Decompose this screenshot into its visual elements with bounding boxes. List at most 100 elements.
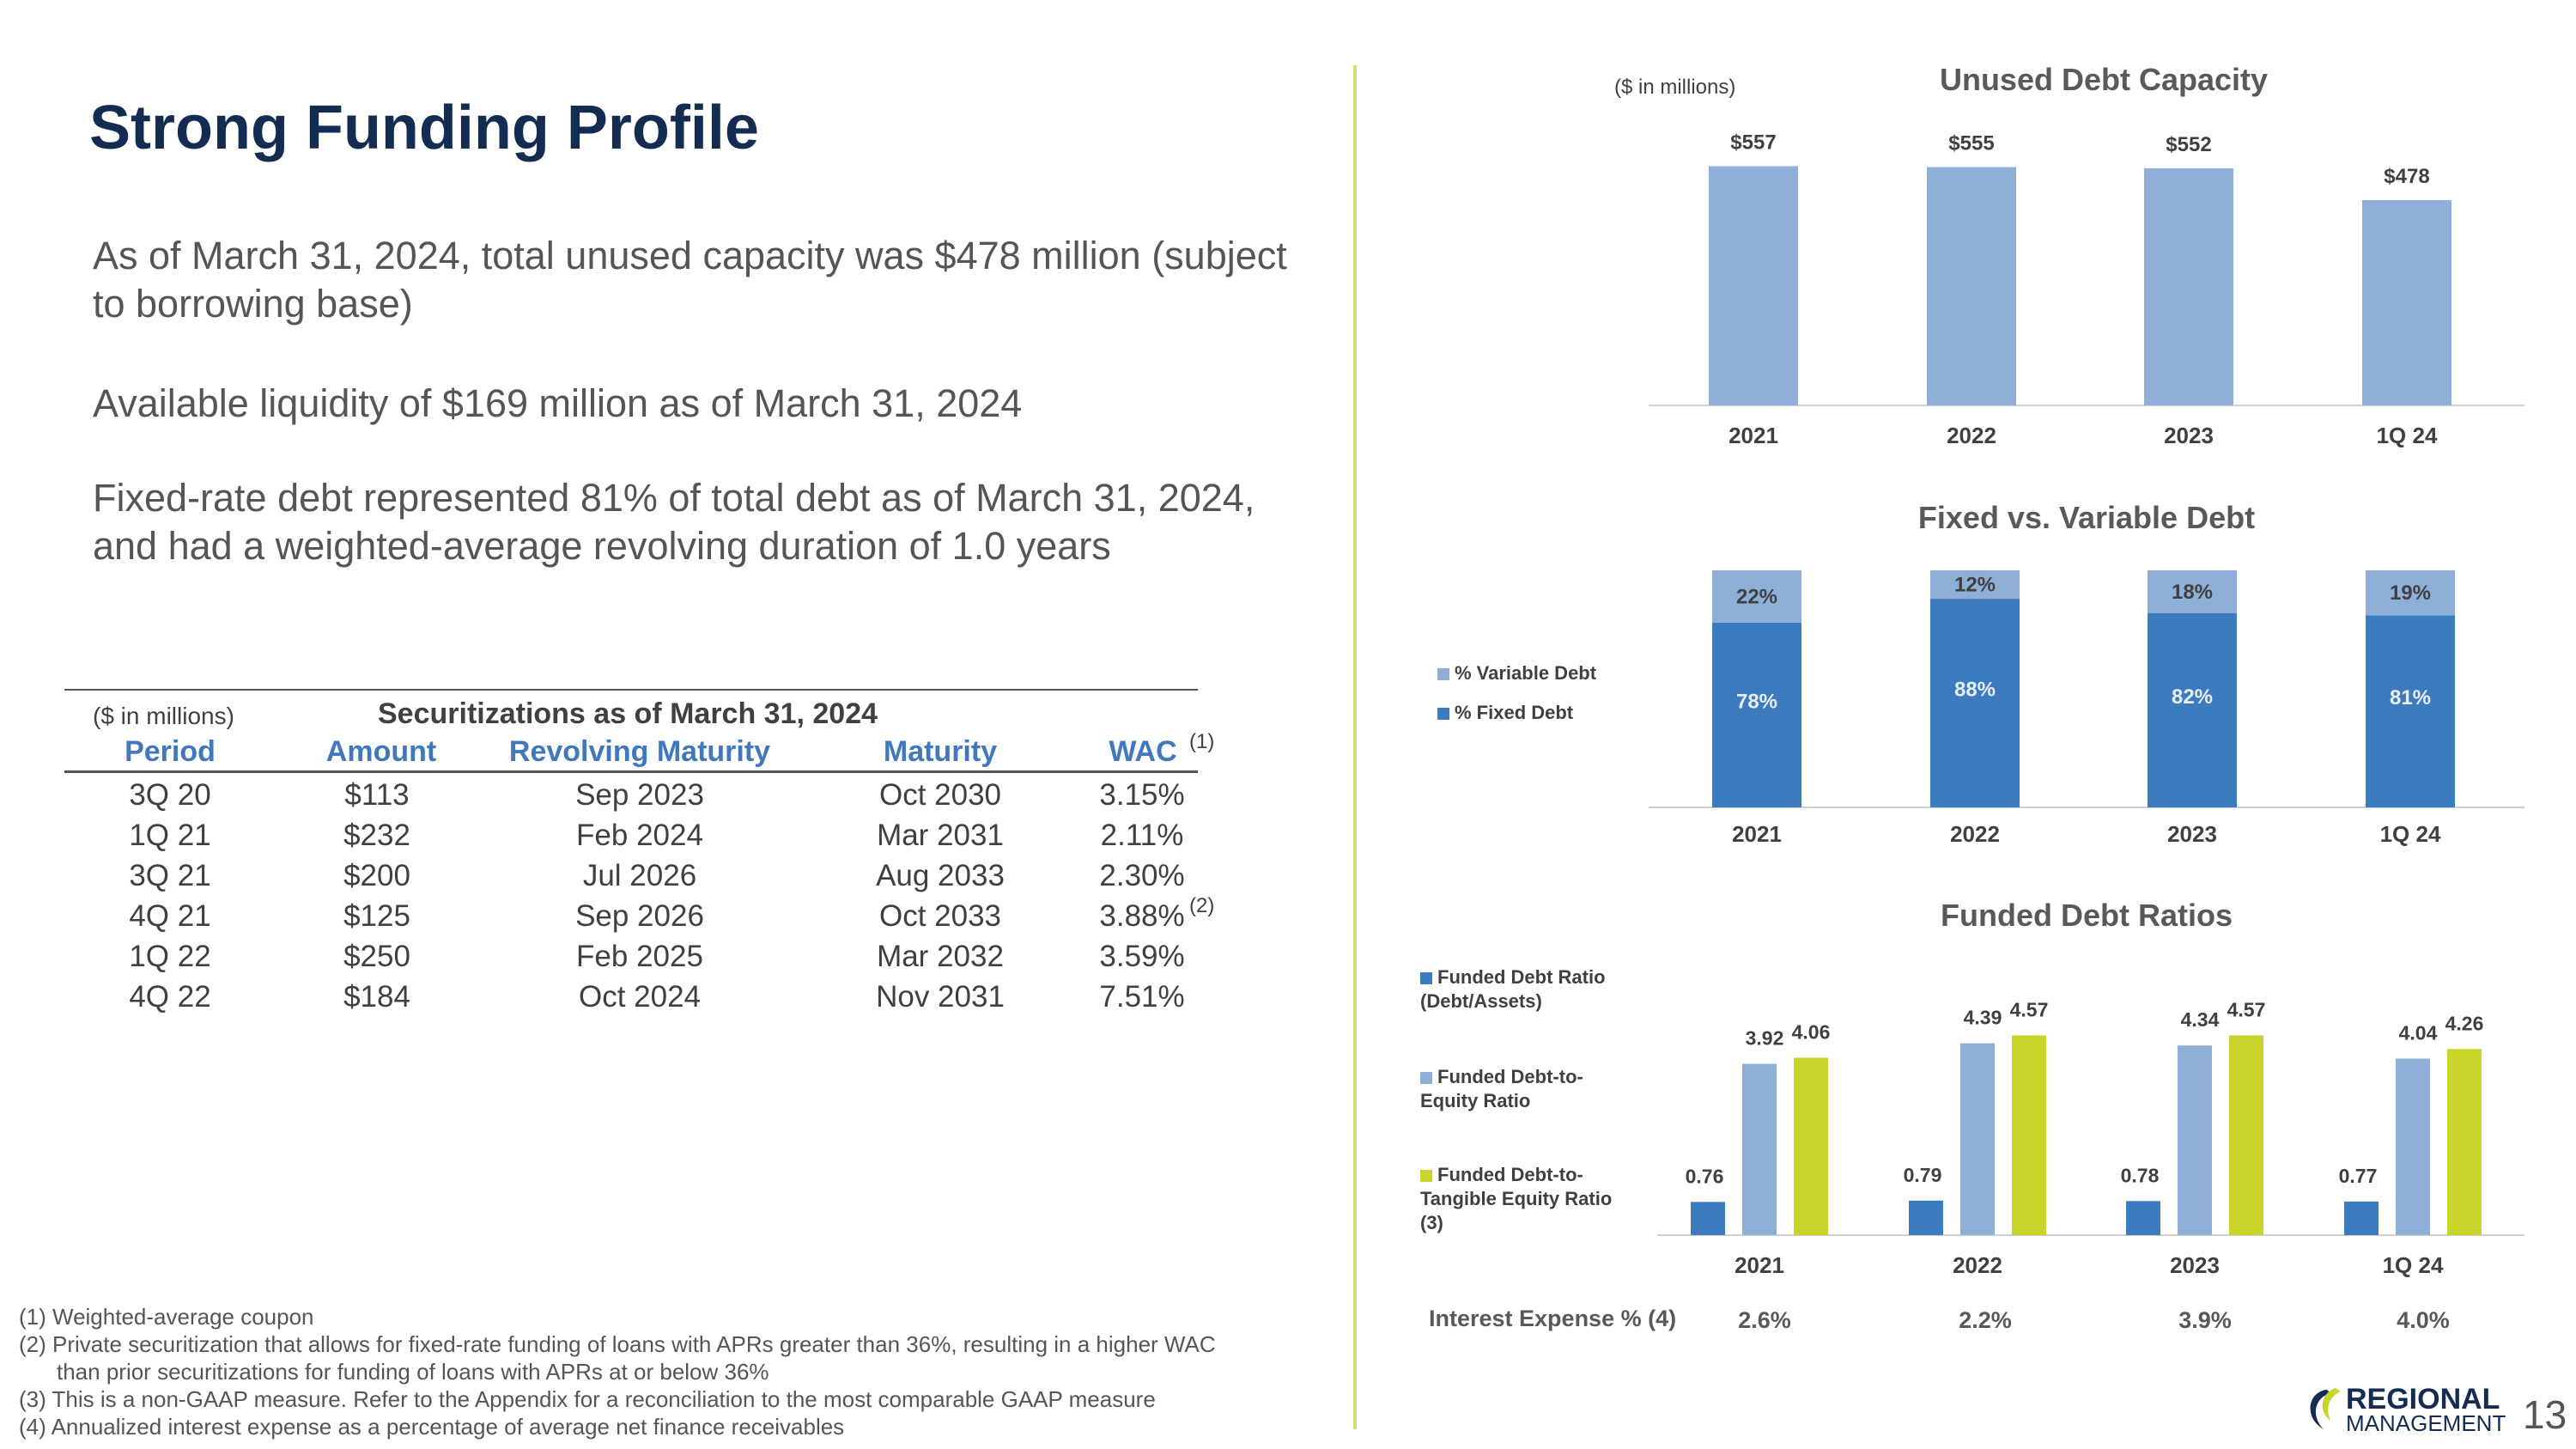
- legend-fixed-debt: % Fixed Debt: [1437, 701, 1573, 725]
- cell-amount: $184: [343, 980, 410, 1014]
- cell-period: 3Q 20: [129, 778, 211, 812]
- bar-value-label: $478: [2384, 165, 2429, 188]
- bar-debt-to-tangible-equity: [2229, 1035, 2263, 1235]
- x-tick-label: 2022: [1947, 423, 1996, 448]
- interest-expense-2023: 3.9%: [2178, 1307, 2232, 1333]
- fixed-debt-label: 81%: [2390, 686, 2431, 709]
- x-tick-label: 2021: [1735, 1252, 1784, 1278]
- chart2-title: Fixed vs. Variable Debt: [1917, 500, 2256, 535]
- cell-maturity: Mar 2031: [877, 819, 1004, 852]
- cell-maturity: Oct 2030: [878, 778, 1002, 812]
- bar-value-label: 4.57: [2010, 998, 2049, 1020]
- bar-fixed-debt: [2366, 615, 2455, 807]
- cell-revolving: Jul 2026: [582, 859, 697, 892]
- variable-debt-label: 12%: [1954, 574, 1996, 597]
- bar-value-label: $557: [1730, 131, 1776, 155]
- chart3-title: Funded Debt Ratios: [1941, 898, 2233, 933]
- cell-period: 1Q 22: [129, 940, 211, 973]
- bar-debt-to-equity: [2396, 1058, 2430, 1235]
- logo-line1: REGIONAL: [2346, 1383, 2500, 1416]
- bar-value-label: 4.39: [1964, 1007, 2002, 1029]
- col-header-revolving-maturity: Revolving Maturity: [508, 735, 771, 768]
- column-divider: [1353, 65, 1357, 1429]
- cell-period: 4Q 21: [129, 899, 211, 933]
- legend-funded-debt-ratio: Funded Debt Ratio (Debt/Assets): [1420, 966, 1606, 1012]
- fixed-vs-variable-chart: 78% 22% 2021 88% 12% 2022 82% 18% 2023 81% 19% 1Q 2…: [1649, 570, 2524, 847]
- regional-management-logo: REGIONAL MANAGEMENT: [2301, 1383, 2516, 1439]
- bar-value-label: 0.76: [1686, 1165, 1724, 1187]
- chart1-title: Unused Debt Capacity: [1939, 62, 2269, 97]
- bar-value-label: 3.92: [1746, 1027, 1784, 1050]
- cell-wac: 3.88%: [1099, 899, 1185, 933]
- bar-variable-debt: [1712, 570, 1801, 623]
- bar-variable-debt: [1930, 570, 2020, 600]
- cell-wac: 2.11%: [1100, 819, 1184, 852]
- cell-wac: 2.30%: [1099, 859, 1185, 892]
- bar-value-label: $552: [2166, 133, 2211, 156]
- footnote: (4) Annualized interest expense as a per…: [19, 1414, 845, 1440]
- legend-variable-debt: % Variable Debt: [1437, 661, 1596, 685]
- bar-value-label: $555: [1948, 132, 1994, 155]
- bar-unused-capacity: [2144, 168, 2233, 405]
- page-number: 13: [2523, 1392, 2567, 1437]
- bar-debt-to-tangible-equity: [1794, 1057, 1828, 1235]
- cell-period: 4Q 22: [129, 980, 211, 1014]
- logo-line2: MANAGEMENT: [2346, 1410, 2506, 1434]
- x-tick-label: 2023: [2167, 821, 2217, 847]
- table-header-rule: [64, 770, 1198, 773]
- wac-note: (2): [1189, 894, 1215, 917]
- bar-funded-debt-ratio: [2126, 1201, 2160, 1235]
- cell-period: 1Q 21: [129, 819, 211, 852]
- bar-value-label: 4.04: [2399, 1021, 2438, 1044]
- x-tick-label: 2021: [1732, 821, 1782, 847]
- x-tick-label: 2021: [1728, 423, 1778, 448]
- bar-value-label: 4.34: [2181, 1008, 2220, 1031]
- bar-variable-debt: [2366, 570, 2455, 616]
- cell-revolving: Sep 2026: [575, 899, 704, 933]
- bar-debt-to-equity: [2178, 1045, 2212, 1235]
- legend-debt-to-tangible-equity: Funded Debt-to-Tangible Equity Ratio (3): [1420, 1164, 1613, 1233]
- fixed-debt-label: 82%: [2172, 685, 2213, 709]
- bar-value-label: 0.79: [1904, 1164, 1942, 1186]
- cell-maturity: Aug 2033: [876, 859, 1005, 892]
- footnote: (3) This is a non-GAAP measure. Refer to…: [19, 1386, 1156, 1412]
- bullet-fixed-rate: Fixed-rate debt represented 81% of total…: [93, 476, 1255, 568]
- bar-debt-to-equity: [1742, 1063, 1777, 1235]
- bar-value-label: 4.26: [2445, 1012, 2484, 1034]
- unused-debt-capacity-chart: $557 2021 $555 2022 $552 2023 $478 1Q 24: [1649, 131, 2524, 448]
- fixed-debt-label: 88%: [1954, 679, 1996, 702]
- interest-expense-label: Interest Expense % (4): [1429, 1306, 1677, 1331]
- x-tick-label: 2022: [1950, 821, 2000, 847]
- table-units: ($ in millions): [93, 703, 234, 729]
- x-tick-label: 1Q 24: [2380, 821, 2441, 847]
- bar-unused-capacity: [2362, 200, 2451, 405]
- wac-footnote-ref: (1): [1189, 730, 1215, 753]
- cell-wac: 7.51%: [1099, 980, 1185, 1014]
- bar-value-label: 0.77: [2339, 1165, 2378, 1187]
- bar-fixed-debt: [1930, 599, 2020, 807]
- variable-debt-label: 18%: [2172, 581, 2213, 604]
- bar-funded-debt-ratio: [1691, 1202, 1725, 1235]
- col-header-period: Period: [125, 735, 216, 768]
- footnote: (2) Private securitization that allows f…: [19, 1331, 1216, 1357]
- bar-debt-to-tangible-equity: [2012, 1035, 2046, 1235]
- cell-maturity: Nov 2031: [876, 980, 1005, 1014]
- bar-debt-to-equity: [1960, 1043, 1995, 1235]
- cell-revolving: Sep 2023: [575, 778, 704, 812]
- interest-expense-2022: 2.2%: [1959, 1307, 2012, 1333]
- col-header-maturity: Maturity: [883, 735, 998, 768]
- footnote: than prior securitizations for funding o…: [57, 1359, 769, 1385]
- bar-unused-capacity: [1927, 167, 2016, 405]
- funded-debt-ratios-chart: 0.76 3.92 4.06 2021 0.79 4.39 4.57 2022 0.78 4.34…: [1657, 998, 2524, 1278]
- bullet-unused-capacity: As of March 31, 2024, total unused capac…: [93, 234, 1287, 326]
- cell-amount: $200: [343, 859, 410, 892]
- cell-amount: $232: [343, 819, 410, 852]
- interest-expense-2021: 2.6%: [1738, 1307, 1791, 1333]
- bar-variable-debt: [2148, 570, 2237, 613]
- cell-amount: $250: [343, 940, 410, 973]
- legend-debt-to-equity: Funded Debt-to-Equity Ratio: [1420, 1066, 1583, 1111]
- cell-revolving: Oct 2024: [578, 980, 702, 1014]
- bar-fixed-debt: [2148, 612, 2237, 807]
- variable-debt-label: 22%: [1736, 585, 1777, 608]
- bar-value-label: 4.57: [2227, 998, 2266, 1020]
